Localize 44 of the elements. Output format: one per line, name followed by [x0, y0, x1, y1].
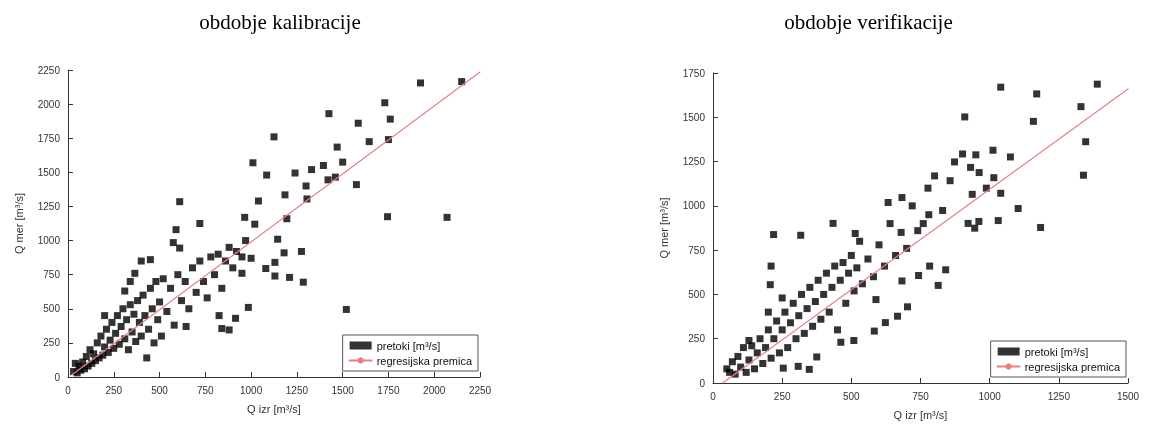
y-tick-label: 1500: [37, 166, 61, 178]
x-tick-label: 2250: [468, 384, 492, 396]
y-tick-label: 1750: [37, 132, 61, 144]
x-tick-label: 0: [65, 384, 72, 396]
x-tick-label: 1000: [978, 390, 1002, 402]
y-tick-label: 500: [688, 288, 706, 300]
y-tick-label: 1250: [37, 200, 61, 212]
y-tick-label: 0: [54, 371, 61, 383]
y-tick-label: 2250: [37, 64, 61, 76]
x-axis-title: Q izr [m³/s]: [247, 402, 301, 415]
x-tick-label: 1250: [285, 384, 309, 396]
x-tick-label: 250: [105, 384, 123, 396]
y-tick-label: 250: [688, 333, 706, 345]
x-tick-label: 1250: [1047, 390, 1071, 402]
y-axis-title: Q mer [m³/s]: [657, 197, 670, 259]
legend-label: regresijska premica: [1024, 360, 1121, 373]
y-tick-label: 750: [43, 269, 61, 281]
x-tick-label: 0: [710, 390, 717, 402]
y-tick-label: 1500: [682, 111, 706, 123]
x-tick-label: 1500: [331, 384, 355, 396]
x-tick-label: 1750: [377, 384, 400, 396]
y-tick-label: 500: [43, 303, 61, 315]
x-tick-label: 750: [196, 384, 215, 396]
x-tick-label: 500: [842, 390, 861, 402]
y-tick-label: 1000: [37, 235, 61, 247]
y-tick-label: 1750: [682, 67, 706, 79]
y-tick-label: 2000: [37, 98, 61, 110]
legend-label: pretoki [m³/s]: [376, 339, 441, 352]
legend-label: regresijska premica: [376, 354, 473, 367]
chart-title: obdobje kalibracije: [199, 9, 361, 34]
x-tick-label: 250: [773, 390, 791, 402]
x-tick-label: 1000: [239, 384, 263, 396]
y-tick-label: 250: [43, 337, 61, 349]
x-tick-label: 500: [151, 384, 169, 396]
y-axis-title: Q mer [m³/s]: [12, 192, 25, 255]
x-axis-title: Q izr [m³/s]: [893, 408, 948, 421]
chart-title: obdobje verifikacije: [784, 9, 953, 34]
x-tick-label: 2000: [423, 384, 446, 396]
y-tick-label: 750: [688, 244, 706, 256]
x-tick-label: 1500: [1116, 390, 1140, 402]
x-tick-label: 750: [912, 390, 930, 402]
legend-label: pretoki [m³/s]: [1024, 345, 1089, 358]
y-tick-label: 1250: [682, 156, 706, 168]
y-tick-label: 1000: [682, 200, 706, 212]
